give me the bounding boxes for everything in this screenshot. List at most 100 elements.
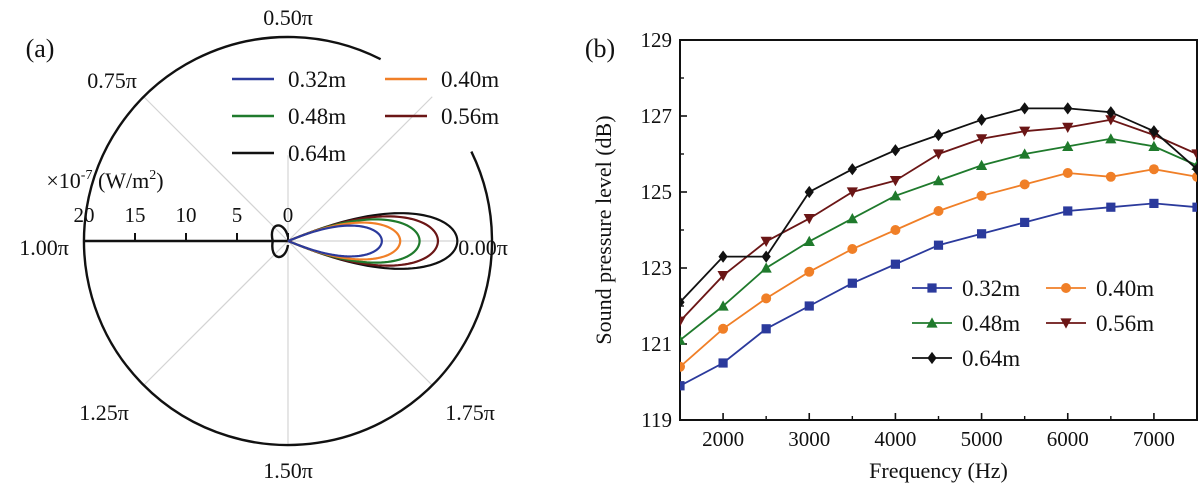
data-point	[1063, 206, 1073, 216]
angle-label: 0.50π	[263, 5, 313, 30]
data-point	[804, 266, 815, 277]
data-point	[976, 190, 987, 201]
data-point	[1149, 125, 1159, 138]
unit-label-part: ×10	[46, 168, 80, 193]
legend-label: 0.32m	[288, 67, 346, 92]
data-point	[680, 381, 685, 391]
legend-marker	[927, 283, 937, 293]
data-point	[804, 301, 814, 311]
panel-label-b: (b)	[585, 34, 615, 63]
polar-series-lobe	[287, 215, 440, 267]
x-tick-label: 3000	[788, 427, 830, 451]
legend-label: 0.56m	[1096, 311, 1154, 336]
data-point	[1148, 140, 1160, 151]
angle-label: 1.00π	[19, 235, 69, 260]
data-point	[804, 185, 814, 199]
line-legend: 0.32m 0.40m 0.48m 0.56m 0.64m	[912, 276, 1154, 371]
data-point	[933, 240, 944, 250]
data-point	[1192, 171, 1197, 182]
x-tick-label: 4000	[874, 427, 916, 451]
y-tick-label: 125	[641, 180, 673, 204]
angle-label: 0.00π	[458, 235, 508, 260]
radial-unit-label: ×10-7 (W/m2)	[46, 168, 163, 193]
unit-label-part: -7	[81, 168, 93, 183]
series-0.32m	[680, 198, 1197, 391]
data-point	[680, 296, 685, 309]
data-point	[976, 229, 987, 239]
data-point	[846, 187, 858, 198]
polar-gridline	[287, 96, 433, 242]
legend-marker	[927, 351, 937, 365]
y-tick-label: 127	[641, 104, 673, 128]
y-tick-label: 123	[641, 256, 673, 280]
data-point	[975, 134, 988, 145]
data-point	[803, 235, 815, 246]
legend-label: 0.64m	[288, 141, 346, 166]
data-point	[1020, 217, 1030, 227]
data-point	[1191, 149, 1197, 160]
data-point	[760, 236, 772, 247]
angle-label: 1.50π	[263, 458, 313, 483]
series-line	[680, 168, 1197, 368]
data-point	[680, 316, 686, 327]
polar-series-lobe	[287, 221, 402, 261]
series-0.64m	[680, 102, 1197, 309]
data-point	[761, 324, 771, 334]
data-point	[1192, 202, 1197, 212]
data-point	[1062, 140, 1074, 151]
y-tick-label: 119	[641, 408, 672, 432]
panel-label-a: (a)	[26, 34, 55, 63]
y-tick-label: 129	[641, 28, 673, 52]
legend-label: 0.40m	[1096, 276, 1154, 301]
data-point	[761, 250, 771, 263]
data-point	[1062, 168, 1073, 178]
data-point	[889, 190, 902, 201]
data-point	[1192, 163, 1197, 176]
data-point	[1106, 106, 1116, 119]
polar-back-lobe	[270, 224, 290, 259]
data-point	[680, 334, 686, 345]
data-point	[847, 278, 857, 288]
series-0.40m	[680, 164, 1197, 372]
data-point	[890, 225, 901, 235]
data-point	[1105, 171, 1116, 182]
radial-tick-label: 20	[74, 203, 95, 227]
x-tick-label: 7000	[1133, 427, 1175, 451]
data-point	[1019, 179, 1030, 190]
data-point	[761, 293, 772, 304]
data-point	[933, 206, 944, 216]
unit-label-part: (W/m	[92, 168, 149, 193]
legend-label: 0.64m	[962, 346, 1020, 371]
data-point	[976, 113, 987, 126]
data-point	[760, 262, 772, 273]
polar-series-lobe	[287, 224, 383, 258]
x-axis-label: Frequency (Hz)	[869, 458, 1008, 483]
data-point	[717, 300, 729, 311]
data-point	[1019, 148, 1031, 159]
data-point	[1149, 198, 1159, 208]
data-point	[975, 159, 988, 170]
data-point	[1062, 122, 1074, 133]
data-point	[680, 361, 685, 372]
legend-marker	[1060, 318, 1072, 329]
data-point	[717, 271, 729, 282]
legend-label: 0.48m	[962, 311, 1020, 336]
polar-series-lobe	[287, 218, 421, 264]
radial-tick-label: 15	[125, 203, 146, 227]
data-point	[1063, 102, 1073, 115]
x-tick-label: 5000	[961, 427, 1003, 451]
polar-chart: (a) 20 15 10 5 0 ×10-7 (W/m2) 0.00π 0.50π 0.75π 1.…	[19, 5, 508, 483]
data-point	[932, 149, 945, 160]
polar-gridline	[143, 240, 289, 386]
data-point	[847, 163, 857, 176]
legend-marker	[926, 317, 938, 328]
data-point	[718, 250, 728, 263]
data-point	[933, 128, 944, 142]
data-point	[1105, 115, 1117, 126]
data-point	[846, 213, 858, 224]
data-point	[718, 358, 728, 368]
data-point	[890, 259, 901, 269]
plot-frame	[679, 39, 1198, 421]
radial-tick-label: 5	[232, 203, 243, 227]
